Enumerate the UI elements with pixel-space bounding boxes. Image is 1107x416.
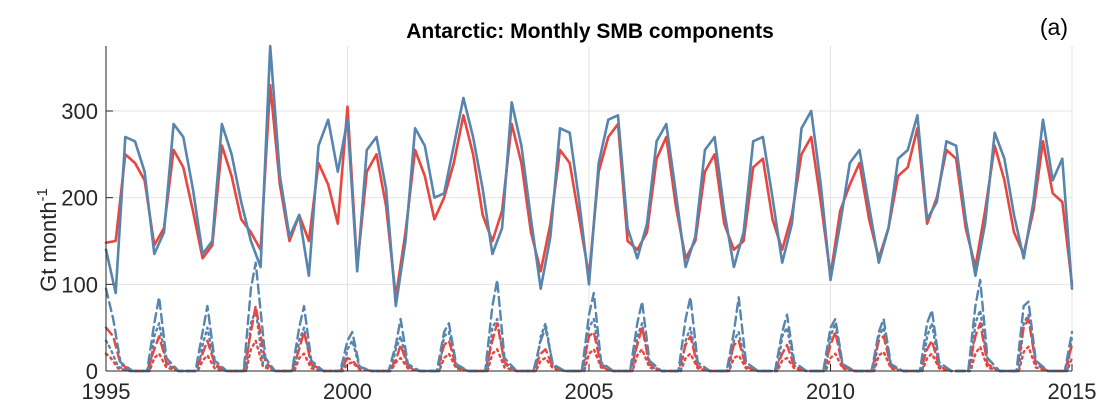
y-axis-label-main: Gt month: [36, 201, 61, 291]
y-tick-label: 200: [61, 186, 98, 211]
x-tick-label: 1995: [82, 379, 131, 404]
tick-labels: 1995 2000 2005 2010 2015 0 100 200 300: [61, 99, 1096, 404]
y-tick-label: 0: [86, 359, 98, 384]
y-axis-label: Gt month-1: [34, 188, 61, 292]
x-tick-label: 2010: [806, 379, 855, 404]
y-axis-label-exponent: -1: [34, 188, 51, 201]
axes: [105, 46, 1073, 372]
series-line-blue-solid: [104, 44, 1074, 308]
y-tick-label: 300: [61, 99, 98, 124]
series-line-blue-dotted: [104, 309, 1074, 373]
y-tick-label: 100: [61, 272, 98, 297]
chart-title: Antarctic: Monthly SMB components: [406, 20, 774, 43]
panel-label: (a): [1040, 14, 1068, 40]
x-tick-label: 2015: [1048, 379, 1097, 404]
x-tick-label: 2000: [323, 379, 372, 404]
x-tick-label: 2005: [565, 379, 614, 404]
